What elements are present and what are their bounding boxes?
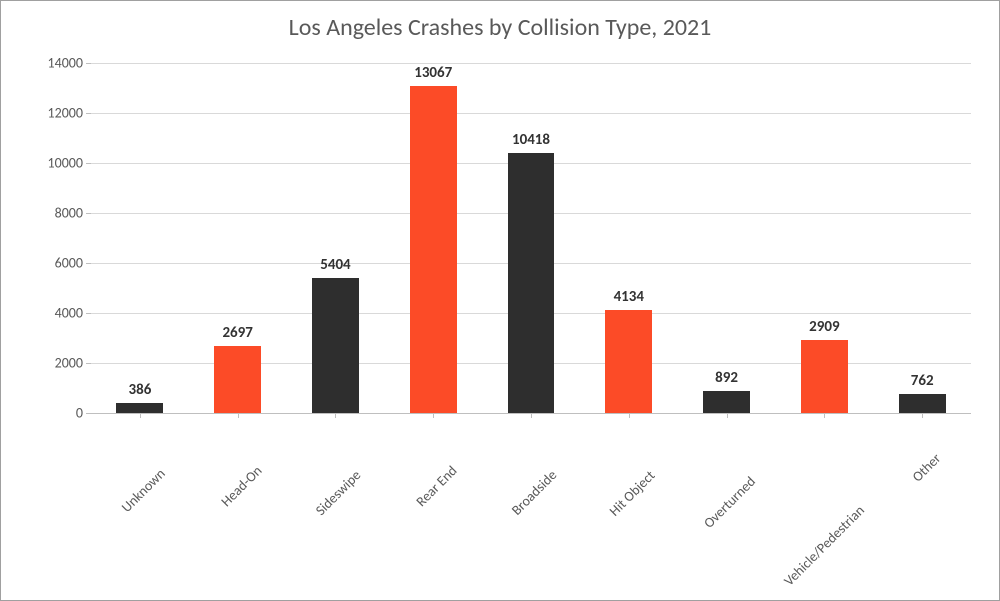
x-axis-label: Other [932, 425, 969, 462]
bar-value-label: 892 [715, 369, 738, 387]
y-tick-mark [86, 413, 91, 414]
bar [410, 86, 457, 413]
y-tick-label: 10000 [23, 155, 83, 172]
bar-value-label: 10418 [512, 131, 550, 149]
x-label-slot: Overturned [678, 421, 776, 581]
bar [605, 310, 652, 413]
x-tick-mark [629, 413, 630, 418]
chart-title: Los Angeles Crashes by Collision Type, 2… [1, 1, 999, 42]
bar-slot: 2697 [189, 63, 287, 413]
x-tick-mark [433, 413, 434, 418]
bar-slot: 892 [678, 63, 776, 413]
bar-value-label: 386 [128, 381, 151, 399]
bar [116, 403, 163, 413]
x-label-slot: Other [873, 421, 971, 581]
bar-slot: 762 [873, 63, 971, 413]
x-tick-mark [335, 413, 336, 418]
x-tick-mark [531, 413, 532, 418]
y-tick-label: 2000 [23, 355, 83, 372]
x-axis-labels: UnknownHead-OnSideswipeRear EndBroadside… [91, 421, 971, 581]
x-label-slot: Broadside [482, 421, 580, 581]
bar-value-label: 5404 [320, 256, 350, 274]
y-tick-label: 6000 [23, 255, 83, 272]
bar-value-label: 4134 [614, 288, 644, 306]
y-tick-label: 8000 [23, 205, 83, 222]
y-tick-label: 0 [23, 405, 83, 422]
x-label-slot: Unknown [91, 421, 189, 581]
x-tick-mark [238, 413, 239, 418]
bar-value-label: 13067 [414, 64, 452, 82]
bar-series: 386 2697 5404 13067 10418 4134 892 2909 762 [91, 63, 971, 413]
bar [312, 278, 359, 413]
x-label-slot: Head-On [189, 421, 287, 581]
bar-slot: 5404 [287, 63, 385, 413]
bar [703, 391, 750, 413]
bar-slot: 4134 [580, 63, 678, 413]
y-tick-label: 12000 [23, 105, 83, 122]
bar [214, 346, 261, 413]
x-label-slot: Vehicle/Pedestrian [775, 421, 873, 581]
plot-area: 02000400060008000100001200014000 3862697… [91, 63, 971, 413]
bar [801, 340, 848, 413]
x-tick-mark [140, 413, 141, 418]
x-tick-mark [922, 413, 923, 418]
bar-value-label: 762 [911, 372, 934, 390]
x-tick-mark [824, 413, 825, 418]
bar [508, 153, 555, 413]
chart-container: Los Angeles Crashes by Collision Type, 2… [0, 0, 1000, 601]
bar-slot: 386 [91, 63, 189, 413]
x-label-slot: Hit Object [580, 421, 678, 581]
bar-value-label: 2697 [222, 324, 252, 342]
bar-value-label: 2909 [809, 318, 839, 336]
x-label-slot: Rear End [384, 421, 482, 581]
y-tick-label: 14000 [23, 55, 83, 72]
x-tick-mark [727, 413, 728, 418]
x-label-slot: Sideswipe [287, 421, 385, 581]
bar [899, 394, 946, 413]
bar-slot: 2909 [775, 63, 873, 413]
bar-slot: 10418 [482, 63, 580, 413]
bar-slot: 13067 [384, 63, 482, 413]
y-tick-label: 4000 [23, 305, 83, 322]
